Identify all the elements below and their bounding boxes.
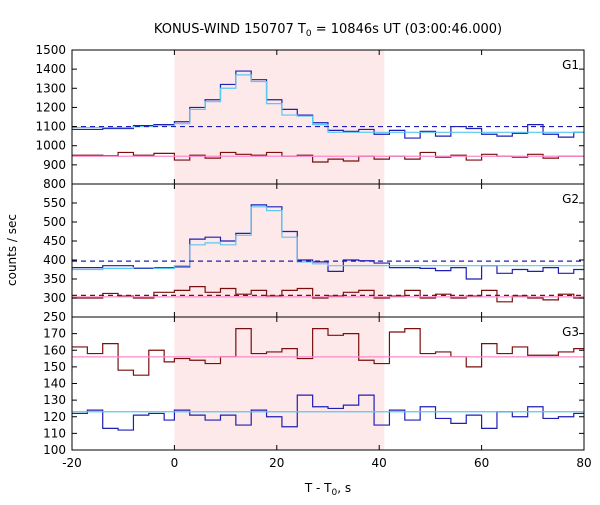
panel-series-group [72,328,584,431]
x-tick-label: -20 [62,456,82,470]
x-axis-label: T - T0, s [304,481,351,498]
y-tick-label: 1300 [35,81,66,95]
series-line-g1-1 [72,74,584,133]
series-line-g3-2 [72,394,584,431]
y-tick-label: 1500 [35,43,66,57]
y-tick-label: 400 [43,253,66,267]
y-tick-label: 160 [43,343,66,357]
y-tick-label: 350 [43,272,66,286]
y-tick-label: 120 [43,410,66,424]
series-line-g2-1 [72,206,584,272]
panel-series-group [72,204,584,303]
y-tick-label: 150 [43,360,66,374]
y-tick-label: 110 [43,426,66,440]
panel-g1: 800 900 1000 1100 1200 1300 1400 1500 G1 [35,43,585,191]
y-tick-label: 1400 [35,62,66,76]
y-axis-label: counts / sec [5,214,19,286]
y-tick-label: 1200 [35,100,66,114]
chart-title-subscript: 0 [306,29,312,39]
y-tick-label: 450 [43,234,66,248]
panel-g3: 100 110 120 130 140 150 160 170 G3 [43,316,585,457]
x-tick-label: 20 [269,456,284,470]
highlight-interval [174,50,385,450]
x-tick-label: 80 [576,456,591,470]
x-axis-label-unit: , s [337,481,351,495]
y-tick-label: 550 [43,196,66,210]
series-line-g2-0 [72,204,584,280]
chart-title: KONUS-WIND 150707 T0 = 10846s UT (03:00:… [154,22,502,39]
series-line-g1-2 [72,151,584,163]
y-tick-label: 170 [43,327,66,341]
x-tick-label: 60 [474,456,489,470]
panel-label: G3 [562,325,579,339]
panel-series-group [72,70,584,163]
panel-label: G2 [562,192,579,206]
x-tick-label: 0 [171,456,179,470]
y-tick-label: 130 [43,393,66,407]
series-line-g3-0 [72,328,584,376]
y-tick-label: 100 [43,443,66,457]
chart-title-rest: = 10846s UT (03:00:46.000) [312,22,502,37]
x-axis-label-subscript: 0 [332,488,338,498]
y-tick-label: 900 [43,158,66,172]
y-tick-label: 140 [43,377,66,391]
y-tick-label: 500 [43,215,66,229]
panel-frame [71,316,585,451]
y-tick-label: 1100 [35,120,66,134]
panel-label: G1 [562,58,579,72]
y-tick-label: 300 [43,291,66,305]
y-tick-label: 250 [43,310,66,324]
y-tick-label: 1000 [35,139,66,153]
x-tick-label: 40 [372,456,387,470]
series-line-g2-2 [72,286,584,303]
series-line-g1-0 [72,70,584,139]
y-tick-label: 800 [43,177,66,191]
plot-area: 800900100011001200130014001500G125030035… [35,43,591,470]
